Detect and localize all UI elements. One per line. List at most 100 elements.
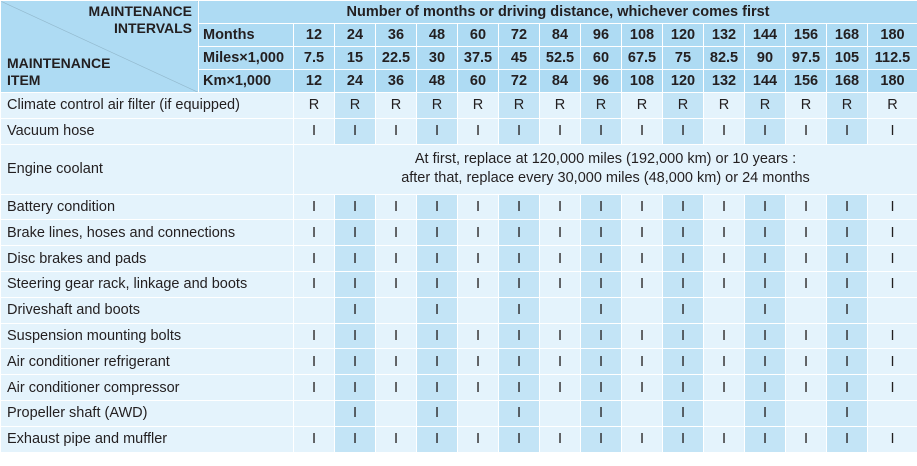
months-value: 168 <box>826 23 868 47</box>
km-value: 180 <box>866 69 917 93</box>
item-mark: I <box>498 270 540 298</box>
item-mark: I <box>498 348 540 376</box>
maintenance-item-row: Exhaust pipe and muffler I I I I I I I I I I I I I I I <box>0 425 917 453</box>
miles-value: 105 <box>826 46 868 70</box>
item-mark: I <box>621 193 663 221</box>
maintenance-item-row: Climate control air filter (if equipped)… <box>0 92 917 119</box>
item-mark: I <box>498 219 540 247</box>
item-mark <box>293 399 335 427</box>
item-mark: I <box>457 425 499 453</box>
item-mark: I <box>826 193 868 221</box>
item-mark: I <box>580 117 622 145</box>
item-mark: I <box>744 193 786 221</box>
item-mark <box>375 296 417 324</box>
km-value: 12 <box>293 69 335 93</box>
item-mark: I <box>580 348 622 376</box>
km-value: 132 <box>703 69 745 93</box>
item-mark <box>703 399 745 427</box>
item-mark: I <box>744 322 786 350</box>
item-mark <box>539 399 581 427</box>
item-mark: I <box>416 296 458 324</box>
header-title-row: MAINTENANCE INTERVALS MAINTENANCE ITEM N… <box>0 0 917 93</box>
item-mark: I <box>293 425 335 453</box>
item-mark: I <box>785 322 827 350</box>
item-mark: R <box>457 92 499 119</box>
item-mark: I <box>744 117 786 145</box>
item-mark: I <box>498 425 540 453</box>
item-mark: I <box>375 348 417 376</box>
item-mark: I <box>457 245 499 272</box>
item-mark: I <box>703 117 745 145</box>
item-mark: I <box>662 270 704 298</box>
item-mark: R <box>826 92 868 119</box>
item-note-line1: At first, replace at 120,000 miles (192,… <box>414 151 797 168</box>
item-mark: I <box>334 348 376 376</box>
item-label: Air conditioner refrigerant <box>0 348 294 376</box>
item-mark: I <box>866 245 917 272</box>
item-mark: I <box>498 399 540 427</box>
item-label: Air conditioner compressor <box>0 374 294 401</box>
item-mark: I <box>539 245 581 272</box>
item-mark: I <box>375 425 417 453</box>
item-mark <box>621 296 663 324</box>
item-mark: I <box>580 425 622 453</box>
corner-bottom-line2: ITEM <box>7 72 41 88</box>
months-row: Months 12 24 36 48 60 72 84 96 108 120 132 144 156 16… <box>1 23 917 47</box>
item-mark: I <box>416 425 458 453</box>
item-mark: I <box>457 117 499 145</box>
item-mark: I <box>293 270 335 298</box>
item-mark: I <box>498 117 540 145</box>
item-mark: I <box>703 245 745 272</box>
item-mark: I <box>334 425 376 453</box>
item-mark: I <box>662 117 704 145</box>
item-mark: I <box>703 425 745 453</box>
item-mark: I <box>744 348 786 376</box>
miles-value: 22.5 <box>375 46 417 70</box>
miles-value: 90 <box>744 46 786 70</box>
item-mark: I <box>539 270 581 298</box>
item-mark: I <box>375 117 417 145</box>
item-mark: I <box>703 322 745 350</box>
maintenance-item-row: Air conditioner compressor I I I I I I I I I I I I I I… <box>0 374 917 401</box>
item-mark: I <box>621 374 663 401</box>
miles-value: 75 <box>662 46 704 70</box>
item-mark: I <box>662 425 704 453</box>
item-mark: I <box>539 322 581 350</box>
miles-value: 60 <box>580 46 622 70</box>
item-mark: I <box>580 374 622 401</box>
item-mark: R <box>621 92 663 119</box>
item-mark: I <box>539 425 581 453</box>
miles-row: Miles×1,000 7.5 15 22.5 30 37.5 45 52.5 60 67.5 7… <box>1 46 917 70</box>
item-mark: I <box>785 193 827 221</box>
item-mark: I <box>293 117 335 145</box>
km-value: 84 <box>539 69 581 93</box>
item-mark: I <box>826 322 868 350</box>
item-mark: I <box>457 270 499 298</box>
item-mark <box>621 399 663 427</box>
item-label: Propeller shaft (AWD) <box>0 399 294 427</box>
item-mark: I <box>621 219 663 247</box>
item-mark: R <box>662 92 704 119</box>
item-label: Steering gear rack, linkage and boots <box>0 270 294 298</box>
months-value: 144 <box>744 23 786 47</box>
maintenance-schedule-table: MAINTENANCE INTERVALS MAINTENANCE ITEM N… <box>0 0 917 453</box>
months-value: 72 <box>498 23 540 47</box>
item-mark <box>457 296 499 324</box>
item-mark <box>457 399 499 427</box>
corner-bottom-line1: MAINTENANCE <box>7 55 111 71</box>
item-mark <box>785 399 827 427</box>
km-value: 60 <box>457 69 499 93</box>
item-mark: I <box>293 245 335 272</box>
item-mark: I <box>416 193 458 221</box>
item-mark: I <box>457 219 499 247</box>
maintenance-intervals-label: MAINTENANCE INTERVALS <box>89 3 192 37</box>
item-mark: I <box>703 193 745 221</box>
item-mark <box>703 296 745 324</box>
item-mark: I <box>662 374 704 401</box>
km-value: 156 <box>785 69 827 93</box>
km-value: 48 <box>416 69 458 93</box>
maintenance-item-row: Brake lines, hoses and connections I I I I I I… <box>0 219 917 247</box>
item-mark: I <box>539 117 581 145</box>
item-mark: I <box>744 296 786 324</box>
miles-value: 30 <box>416 46 458 70</box>
